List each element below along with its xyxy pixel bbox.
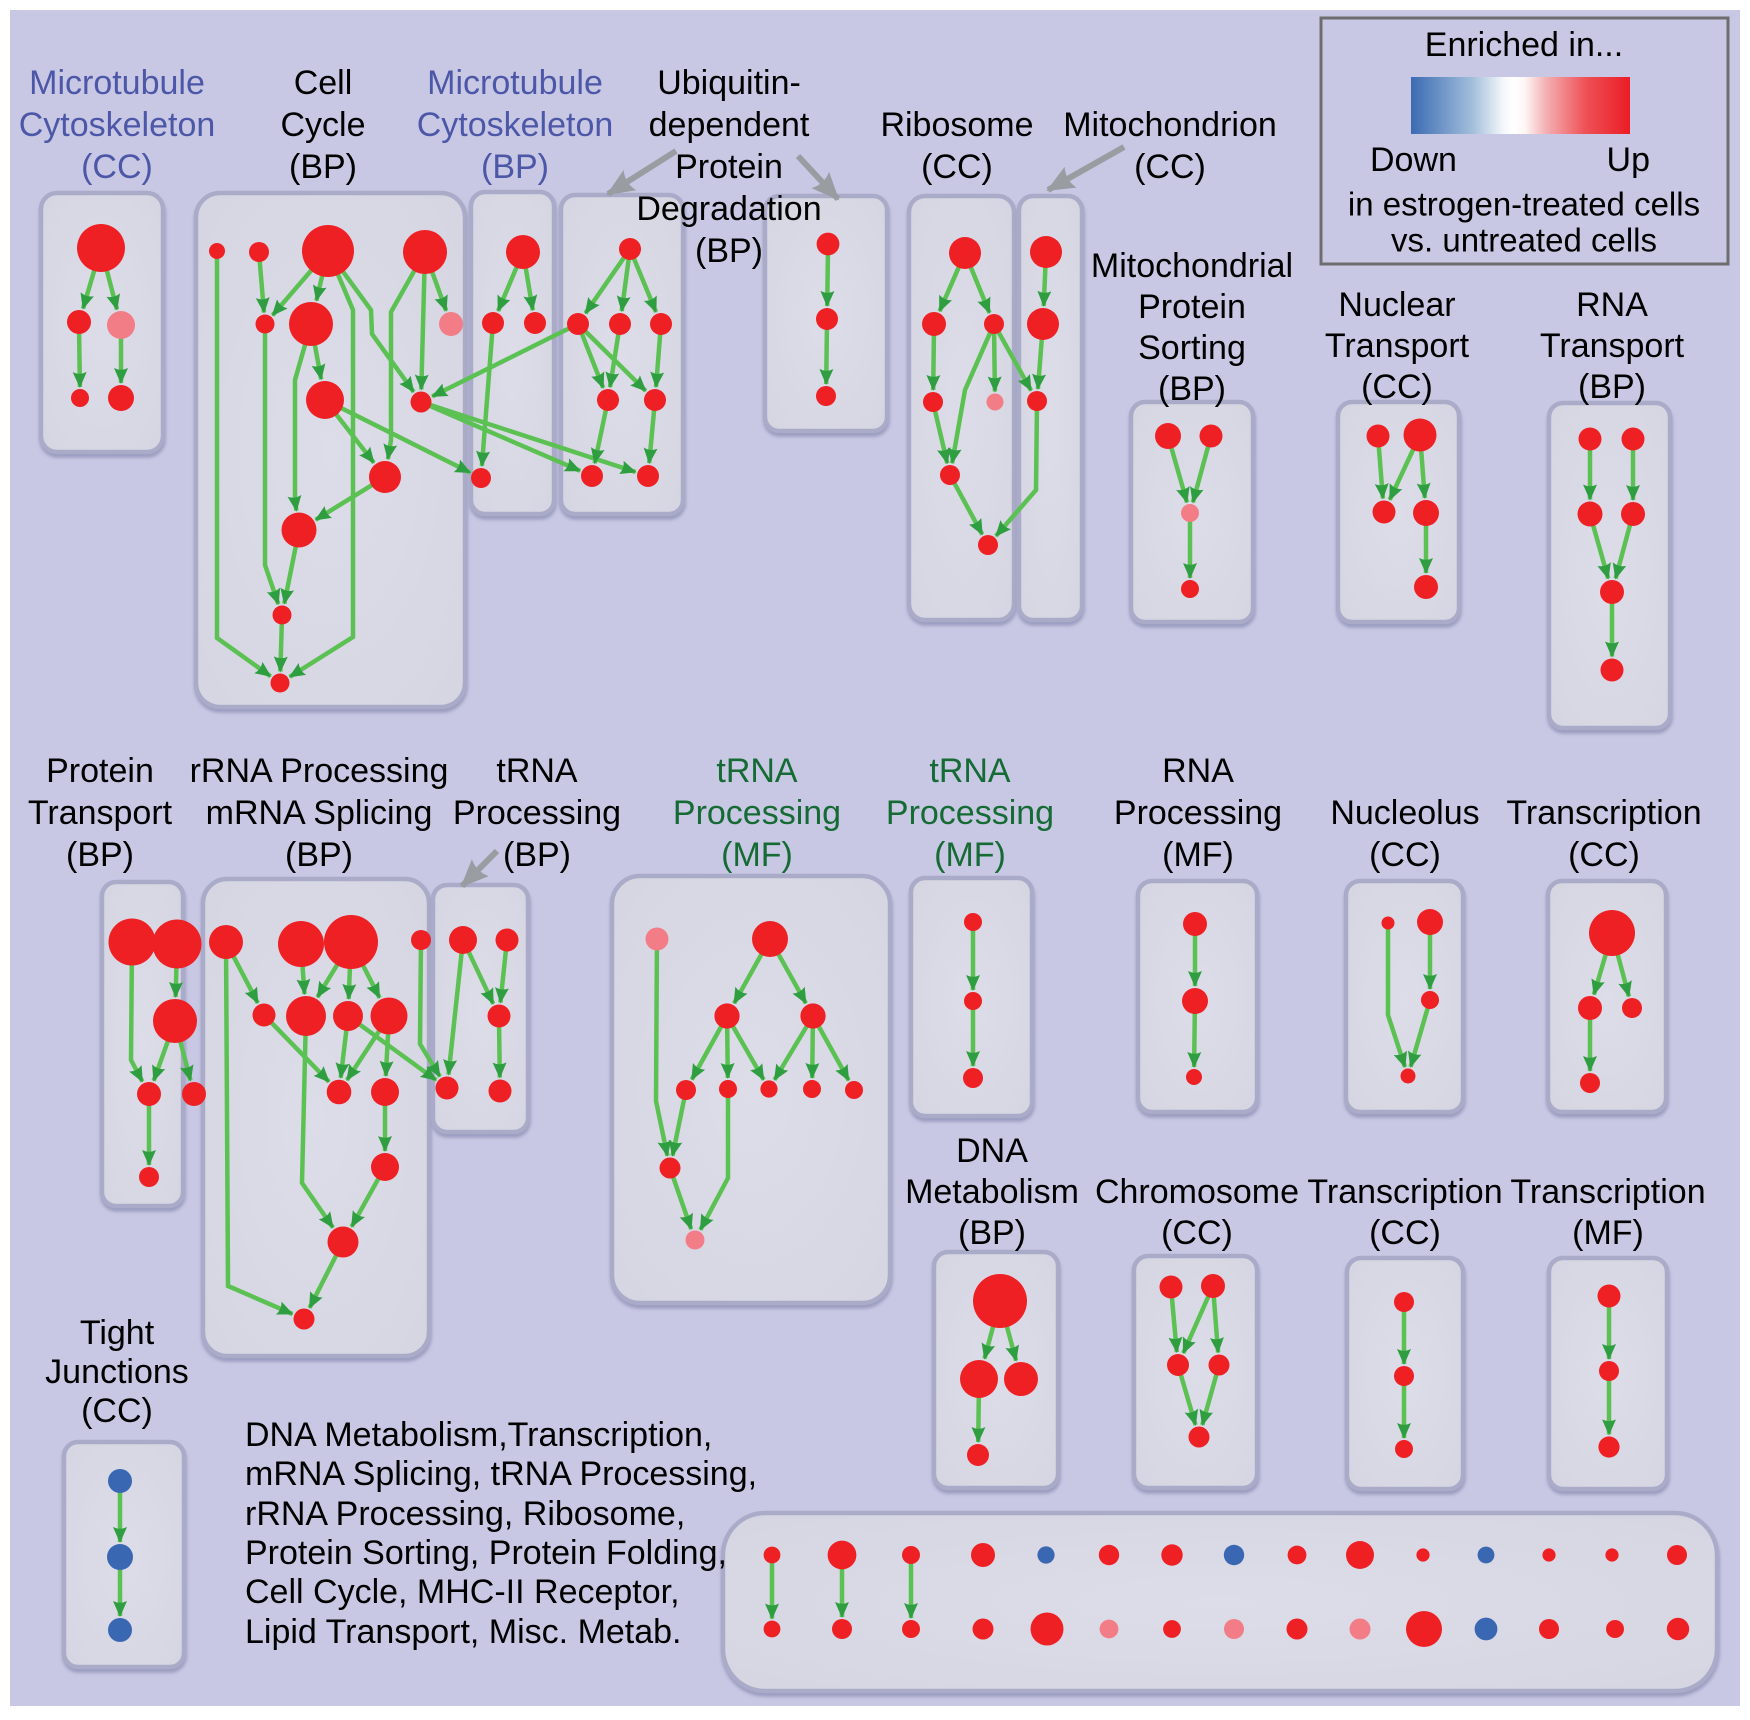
svg-text:Cell: Cell xyxy=(294,64,353,102)
svg-text:(CC): (CC) xyxy=(1369,836,1441,874)
svg-text:(CC): (CC) xyxy=(81,1392,153,1430)
svg-text:Protein: Protein xyxy=(46,752,154,790)
svg-text:DNA: DNA xyxy=(956,1132,1028,1170)
svg-text:(BP): (BP) xyxy=(958,1214,1026,1252)
svg-text:(BP): (BP) xyxy=(66,836,134,874)
svg-text:Protein: Protein xyxy=(675,148,783,186)
svg-text:Transcription: Transcription xyxy=(1307,1173,1502,1211)
svg-text:Transcription: Transcription xyxy=(1510,1173,1705,1211)
svg-text:(MF): (MF) xyxy=(1162,836,1234,874)
svg-text:Cytoskeleton: Cytoskeleton xyxy=(19,106,216,144)
svg-text:Nucleolus: Nucleolus xyxy=(1330,794,1479,832)
svg-text:Processing: Processing xyxy=(453,794,621,832)
svg-text:Cytoskeleton: Cytoskeleton xyxy=(417,106,614,144)
svg-text:Down: Down xyxy=(1370,141,1457,179)
svg-text:Ribosome: Ribosome xyxy=(880,106,1033,144)
svg-text:Metabolism: Metabolism xyxy=(905,1173,1079,1211)
svg-text:Transport: Transport xyxy=(1325,327,1470,365)
svg-text:(CC): (CC) xyxy=(1568,836,1640,874)
svg-text:rRNA Processing: rRNA Processing xyxy=(190,752,449,790)
svg-text:(MF): (MF) xyxy=(1572,1214,1644,1252)
svg-text:RNA: RNA xyxy=(1162,752,1234,790)
svg-text:Protein Sorting, Protein Foldi: Protein Sorting, Protein Folding, xyxy=(245,1534,727,1572)
svg-text:(CC): (CC) xyxy=(1161,1214,1233,1252)
svg-text:(BP): (BP) xyxy=(1578,368,1646,406)
svg-text:Degradation: Degradation xyxy=(636,190,821,228)
svg-text:(CC): (CC) xyxy=(1361,368,1433,406)
svg-text:(BP): (BP) xyxy=(695,232,763,270)
svg-text:Sorting: Sorting xyxy=(1138,329,1246,367)
svg-text:in estrogen-treated cells: in estrogen-treated cells xyxy=(1348,186,1700,223)
svg-text:tRNA: tRNA xyxy=(929,752,1011,790)
svg-text:(CC): (CC) xyxy=(1134,148,1206,186)
svg-text:Ubiquitin-: Ubiquitin- xyxy=(657,64,801,102)
svg-text:Junctions: Junctions xyxy=(45,1353,189,1391)
svg-text:(BP): (BP) xyxy=(503,836,571,874)
svg-text:Transport: Transport xyxy=(1540,327,1685,365)
svg-text:Lipid Transport, Misc. Metab.: Lipid Transport, Misc. Metab. xyxy=(245,1613,682,1651)
svg-text:(MF): (MF) xyxy=(721,836,793,874)
svg-text:tRNA: tRNA xyxy=(496,752,578,790)
svg-text:Processing: Processing xyxy=(673,794,841,832)
svg-text:RNA: RNA xyxy=(1576,286,1648,324)
svg-text:(BP): (BP) xyxy=(289,148,357,186)
svg-text:mRNA Splicing: mRNA Splicing xyxy=(206,794,433,832)
svg-text:Cycle: Cycle xyxy=(280,106,365,144)
svg-text:(CC): (CC) xyxy=(921,148,993,186)
svg-text:Transport: Transport xyxy=(28,794,173,832)
svg-text:(BP): (BP) xyxy=(1158,370,1226,408)
svg-text:vs. untreated cells: vs. untreated cells xyxy=(1391,222,1657,259)
svg-text:(CC): (CC) xyxy=(1369,1214,1441,1252)
svg-text:Transcription: Transcription xyxy=(1506,794,1701,832)
svg-text:Processing: Processing xyxy=(886,794,1054,832)
svg-text:DNA Metabolism,Transcription,: DNA Metabolism,Transcription, xyxy=(245,1416,712,1454)
svg-text:(CC): (CC) xyxy=(81,148,153,186)
svg-text:Tight: Tight xyxy=(80,1314,155,1352)
svg-text:dependent: dependent xyxy=(649,106,810,144)
svg-text:Processing: Processing xyxy=(1114,794,1282,832)
svg-text:tRNA: tRNA xyxy=(716,752,798,790)
svg-text:Up: Up xyxy=(1607,141,1650,179)
svg-text:Cell Cycle, MHC-II Receptor,: Cell Cycle, MHC-II Receptor, xyxy=(245,1573,680,1611)
svg-text:Chromosome: Chromosome xyxy=(1095,1173,1299,1211)
svg-text:Microtubule: Microtubule xyxy=(29,64,205,102)
svg-text:(MF): (MF) xyxy=(934,836,1006,874)
svg-text:Mitochondrial: Mitochondrial xyxy=(1091,247,1293,285)
svg-text:Protein: Protein xyxy=(1138,288,1246,326)
svg-text:(BP): (BP) xyxy=(481,148,549,186)
svg-text:Mitochondrion: Mitochondrion xyxy=(1063,106,1277,144)
svg-text:(BP): (BP) xyxy=(285,836,353,874)
svg-text:rRNA Processing, Ribosome,: rRNA Processing, Ribosome, xyxy=(245,1495,685,1533)
svg-text:mRNA Splicing, tRNA Processing: mRNA Splicing, tRNA Processing, xyxy=(245,1455,757,1493)
svg-text:Nuclear: Nuclear xyxy=(1338,286,1455,324)
svg-text:Microtubule: Microtubule xyxy=(427,64,603,102)
svg-text:Enriched in...: Enriched in... xyxy=(1425,26,1623,64)
